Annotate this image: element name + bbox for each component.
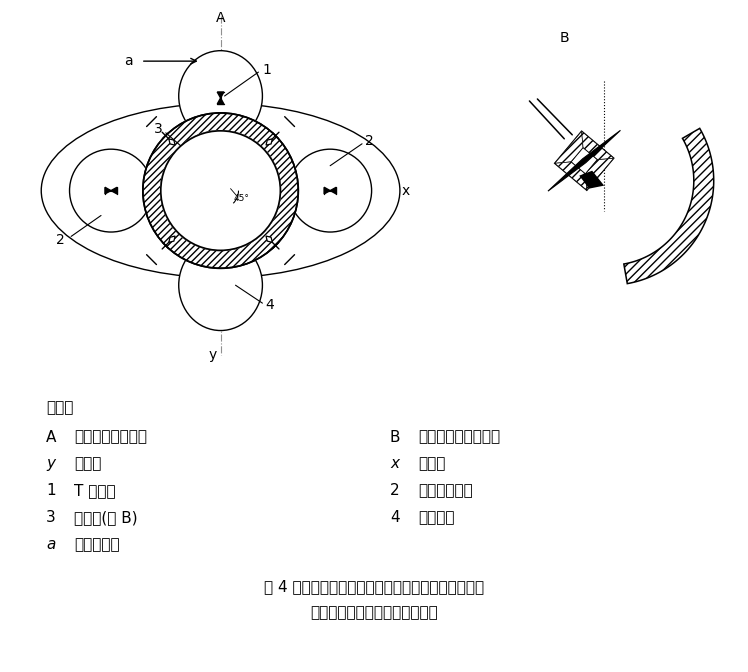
Text: y: y: [46, 456, 55, 472]
Ellipse shape: [70, 149, 153, 232]
Text: 直管及測壓孔剖面: 直管及測壓孔剖面: [74, 429, 147, 445]
Circle shape: [161, 131, 280, 251]
Polygon shape: [579, 171, 604, 189]
Text: 2: 2: [390, 483, 399, 499]
Text: （適用於中／大直徑的量測段）: （適用於中／大直徑的量測段）: [310, 605, 438, 620]
Text: B: B: [390, 429, 400, 445]
Polygon shape: [555, 131, 613, 190]
Text: a: a: [46, 537, 55, 552]
Text: 圖 4 鑽孔式測壓孔與其平均靜壓迴路互相連接的範例: 圖 4 鑽孔式測壓孔與其平均靜壓迴路互相連接的範例: [264, 579, 484, 594]
Text: y: y: [209, 348, 217, 362]
Polygon shape: [169, 139, 175, 145]
Ellipse shape: [289, 149, 372, 232]
Text: 4: 4: [266, 298, 275, 312]
Polygon shape: [555, 131, 583, 163]
Polygon shape: [266, 139, 272, 145]
Text: 彈性管或銅管: 彈性管或銅管: [418, 483, 473, 499]
Polygon shape: [582, 131, 613, 159]
Ellipse shape: [41, 103, 400, 278]
Polygon shape: [217, 98, 224, 104]
Polygon shape: [571, 147, 598, 174]
Text: 備註：: 備註：: [46, 400, 73, 415]
Text: 垂直軸: 垂直軸: [74, 456, 102, 472]
Text: 測壓孔及突出部詳圖: 測壓孔及突出部詳圖: [418, 429, 500, 445]
Polygon shape: [586, 158, 613, 190]
Text: 1: 1: [46, 483, 56, 499]
Text: x: x: [390, 456, 399, 472]
Polygon shape: [324, 187, 330, 194]
Text: 45°: 45°: [233, 194, 249, 202]
Circle shape: [143, 113, 298, 268]
Polygon shape: [266, 236, 272, 243]
Text: 水平軸: 水平軸: [418, 456, 445, 472]
Text: 3: 3: [154, 122, 163, 136]
Text: 2: 2: [56, 233, 65, 247]
Polygon shape: [330, 187, 336, 194]
Text: 測壓孔(詳 B): 測壓孔(詳 B): [74, 510, 138, 526]
Text: T 型接頭: T 型接頭: [74, 483, 116, 499]
Text: 1: 1: [263, 63, 272, 77]
Text: 2: 2: [365, 134, 374, 148]
Ellipse shape: [179, 50, 263, 141]
Text: B: B: [560, 32, 569, 45]
Polygon shape: [624, 128, 714, 284]
Polygon shape: [111, 187, 117, 194]
Text: 4: 4: [390, 510, 399, 526]
Polygon shape: [169, 236, 175, 243]
Polygon shape: [217, 92, 224, 98]
Text: 3: 3: [46, 510, 56, 526]
Text: x: x: [402, 183, 410, 198]
Polygon shape: [555, 162, 586, 190]
Polygon shape: [548, 130, 621, 191]
Text: A: A: [46, 429, 57, 445]
Text: A: A: [216, 11, 225, 26]
Ellipse shape: [179, 240, 263, 331]
Polygon shape: [105, 187, 111, 194]
Text: a: a: [124, 54, 133, 68]
Text: 接至壓力表: 接至壓力表: [74, 537, 120, 552]
Text: 關斷旋塞: 關斷旋塞: [418, 510, 454, 526]
